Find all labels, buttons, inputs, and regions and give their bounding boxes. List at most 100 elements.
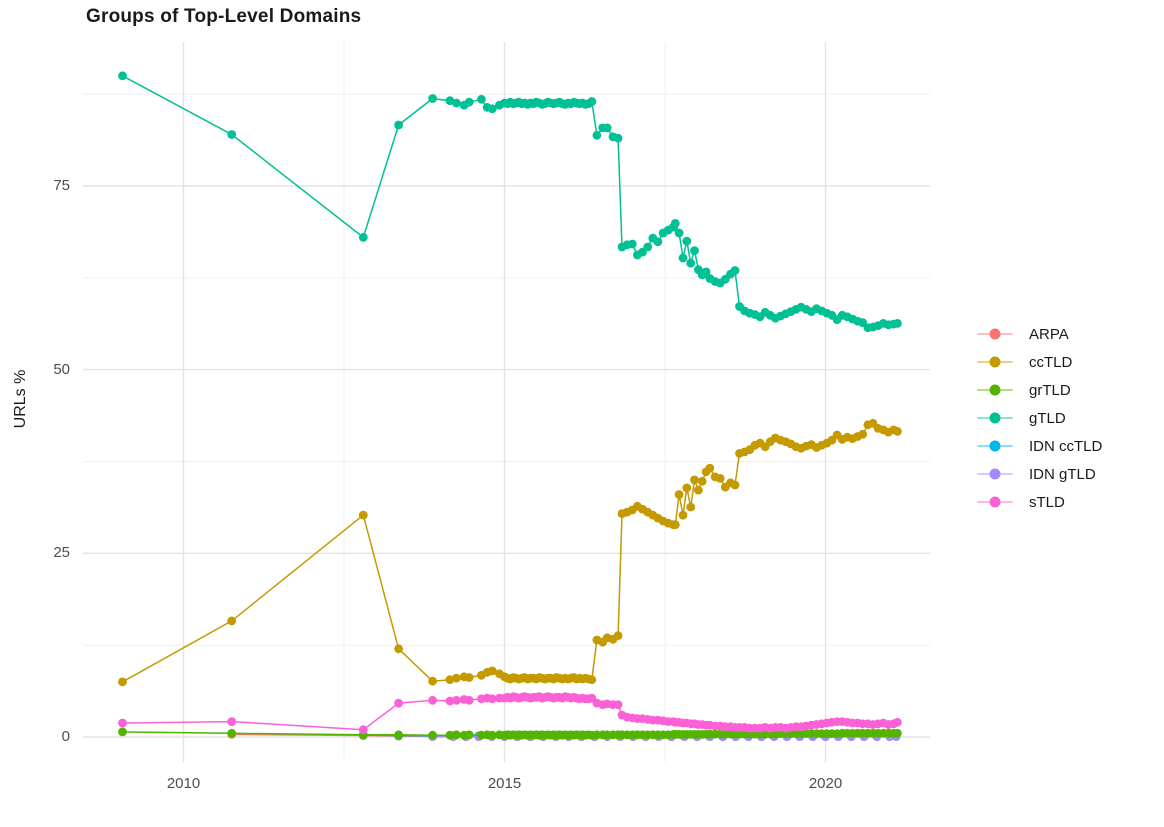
legend-key-icon	[977, 440, 1013, 452]
data-point-cctld	[394, 644, 403, 654]
data-point-stld	[227, 717, 237, 726]
data-point-cctld	[358, 510, 368, 520]
data-point-gtld	[678, 253, 688, 263]
data-point-gtld	[653, 237, 663, 247]
data-point-cctld	[858, 429, 868, 439]
data-point-cctld	[118, 677, 127, 687]
data-point-gtld	[690, 246, 699, 256]
data-point-grtld	[893, 728, 902, 738]
legend-label: gTLD	[1029, 409, 1066, 427]
data-point-gtld	[452, 98, 461, 108]
data-point-grtld	[464, 730, 474, 740]
data-point-stld	[428, 695, 437, 705]
data-point-gtld	[602, 123, 612, 133]
data-point-stld	[358, 725, 368, 735]
legend-label: grTLD	[1029, 381, 1071, 399]
data-point-gtld	[118, 71, 127, 81]
data-point-cctld	[682, 483, 692, 493]
data-point-cctld	[587, 675, 597, 685]
legend-key-dot	[989, 496, 1001, 508]
data-point-stld	[394, 698, 403, 708]
data-point-stld	[118, 718, 127, 728]
data-point-grtld	[452, 730, 461, 740]
legend-key-icon	[977, 496, 1013, 508]
legend-item-gtld: gTLD	[977, 404, 1102, 432]
data-point-gtld	[592, 130, 602, 140]
legend: ARPA ccTLD grTLD gTLD IDN ccTLD IDN gTLD sTLD	[977, 320, 1102, 516]
y-tick-label: 75	[53, 176, 70, 194]
y-tick-label: 50	[53, 360, 70, 378]
legend-key-dot	[989, 328, 1001, 340]
legend-key-icon	[977, 412, 1013, 424]
data-point-stld	[613, 700, 623, 710]
data-point-gtld	[643, 242, 653, 252]
data-point-cctld	[705, 463, 715, 473]
series-line-gtld	[122, 75, 898, 329]
data-point-cctld	[686, 502, 696, 512]
data-point-cctld	[694, 485, 703, 495]
legend-key-icon	[977, 328, 1013, 340]
data-point-stld	[893, 717, 902, 727]
x-tick-label: 2020	[808, 775, 843, 792]
data-point-stld	[487, 694, 497, 704]
data-point-gtld	[730, 266, 740, 275]
legend-item-stld: sTLD	[977, 488, 1102, 516]
data-point-gtld	[358, 233, 368, 242]
legend-label: ccTLD	[1029, 353, 1073, 371]
legend-key-icon	[977, 384, 1013, 396]
data-point-cctld	[613, 631, 623, 640]
legend-item-idn-cctld: IDN ccTLD	[977, 432, 1102, 460]
legend-item-arpa: ARPA	[977, 320, 1102, 348]
y-tick-label: 0	[61, 728, 70, 745]
data-point-cctld	[428, 676, 437, 686]
data-point-grtld	[118, 727, 127, 737]
chart-title: Groups of Top-Level Domains	[86, 6, 362, 27]
data-point-grtld	[487, 730, 497, 740]
data-point-cctld	[730, 480, 740, 490]
data-point-cctld	[674, 490, 684, 499]
legend-key-dot	[989, 468, 1001, 480]
data-point-gtld	[686, 258, 696, 268]
data-point-gtld	[394, 120, 403, 130]
data-point-cctld	[715, 474, 725, 483]
data-point-stld	[445, 696, 455, 706]
data-point-grtld	[445, 730, 455, 740]
data-point-cctld	[697, 476, 707, 486]
data-point-gtld	[701, 267, 711, 277]
data-point-cctld	[678, 510, 688, 520]
legend-label: IDN gTLD	[1029, 465, 1096, 483]
data-point-gtld	[477, 94, 486, 104]
legend-key-icon	[977, 468, 1013, 480]
data-point-grtld	[227, 728, 237, 738]
data-point-stld	[464, 695, 474, 705]
data-point-cctld	[464, 673, 474, 682]
data-point-gtld	[587, 97, 597, 106]
legend-item-grtld: grTLD	[977, 376, 1102, 404]
legend-key-dot	[989, 440, 1001, 452]
data-point-gtld	[670, 219, 680, 228]
data-point-gtld	[627, 239, 637, 249]
data-point-grtld	[394, 730, 403, 740]
legend-label: IDN ccTLD	[1029, 437, 1103, 455]
data-point-cctld	[893, 427, 902, 436]
legend-key-icon	[977, 356, 1013, 368]
y-tick-label: 25	[53, 544, 70, 562]
data-point-gtld	[227, 130, 237, 139]
legend-key-dot	[989, 384, 1001, 396]
legend-label: ARPA	[1029, 325, 1069, 343]
x-tick-label: 2015	[487, 775, 522, 792]
legend-label: sTLD	[1029, 493, 1065, 511]
data-point-cctld	[487, 666, 497, 676]
data-point-gtld	[464, 97, 474, 107]
legend-item-cctld: ccTLD	[977, 348, 1102, 376]
x-tick-label: 2010	[166, 775, 201, 792]
data-point-stld	[452, 695, 461, 705]
data-point-gtld	[674, 228, 684, 238]
legend-item-idn-gtld: IDN gTLD	[977, 460, 1102, 488]
data-point-cctld	[227, 616, 237, 626]
data-point-gtld	[428, 94, 437, 103]
data-point-gtld	[893, 319, 902, 328]
data-point-gtld	[487, 104, 497, 114]
data-point-gtld	[682, 236, 692, 246]
